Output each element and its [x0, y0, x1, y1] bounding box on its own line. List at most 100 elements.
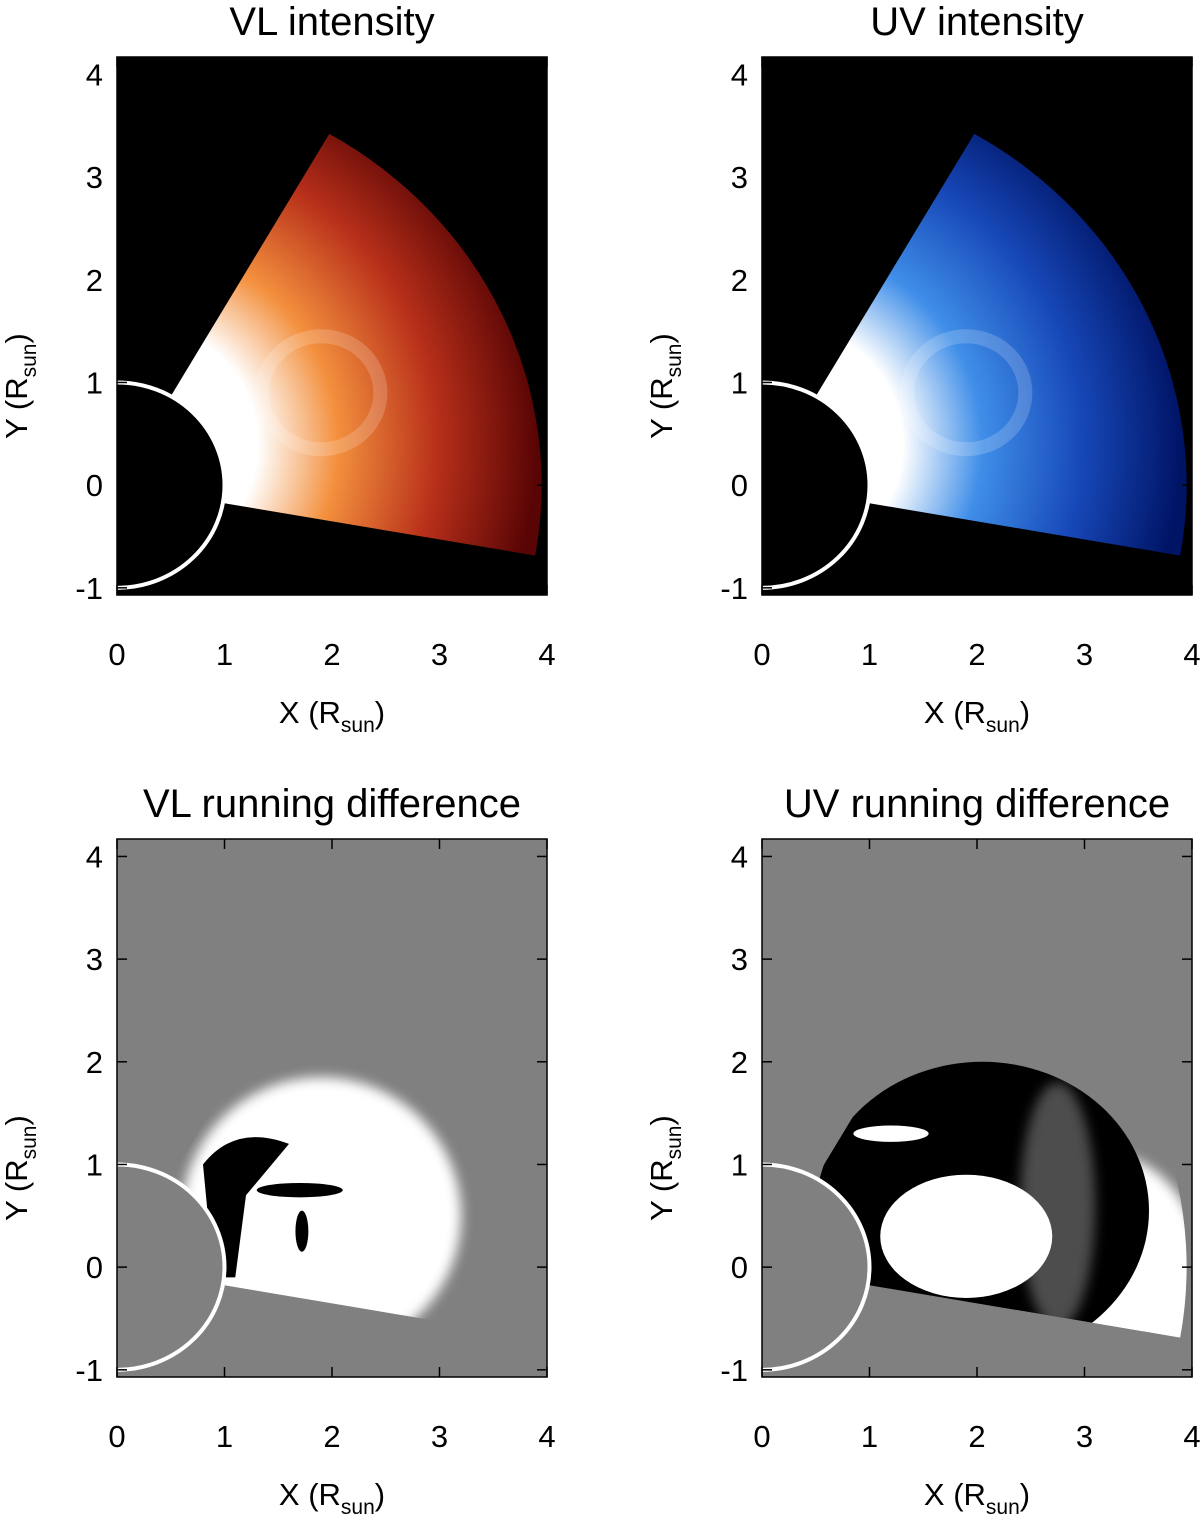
y-axis-label-subscript: sun [18, 1126, 41, 1160]
x-tick-label: 4 [1183, 1419, 1200, 1454]
x-tick-label: 4 [538, 1419, 555, 1454]
x-tick-label: 3 [1076, 1419, 1093, 1454]
image-area [117, 839, 547, 1377]
y-tick-label: 3 [86, 160, 103, 195]
y-axis-label-part: Y (R [644, 377, 679, 438]
y-tick-label: 3 [731, 942, 748, 977]
difference-region [815, 1061, 1187, 1338]
x-tick-label: 1 [216, 637, 233, 672]
x-axis-label-part: ) [375, 695, 385, 730]
x-axis-label: X (Rsun) [279, 695, 385, 737]
core-dark [256, 1182, 343, 1198]
x-tick-label: 2 [323, 637, 340, 672]
y-tick-label: 1 [86, 365, 103, 400]
x-tick-label: 0 [108, 637, 125, 672]
x-axis-label-subscript: sun [986, 1496, 1020, 1516]
sun-disk [762, 380, 872, 590]
x-axis-label: X (Rsun) [279, 1477, 385, 1516]
x-axis-label-part: X (R [924, 695, 986, 730]
difference-region [181, 1077, 461, 1338]
chart-title: VL intensity [229, 0, 434, 44]
image-area [762, 57, 1192, 595]
image-area [117, 57, 547, 595]
x-axis-label: X (Rsun) [924, 1477, 1030, 1516]
image-area [762, 839, 1192, 1377]
y-tick-label: 2 [86, 263, 103, 298]
y-axis-label: Y (Rsun) [0, 333, 41, 439]
y-tick-label: 3 [86, 942, 103, 977]
x-tick-label: 1 [861, 1419, 878, 1454]
y-tick-label: 4 [731, 57, 748, 92]
emission-sector [170, 133, 542, 556]
x-axis-label-part: ) [1020, 1477, 1030, 1512]
x-axis-label-part: X (R [279, 1477, 341, 1512]
y-axis-label: Y (Rsun) [644, 1115, 686, 1221]
y-axis-label-part: Y (R [0, 1159, 34, 1220]
x-tick-label: 4 [1183, 637, 1200, 672]
y-tick-label: 0 [86, 1250, 103, 1285]
y-tick-label: 4 [86, 57, 103, 92]
x-tick-label: 2 [968, 637, 985, 672]
core-bright [853, 1125, 929, 1142]
y-tick-label: 0 [731, 1250, 748, 1285]
y-axis-label-part: Y (R [644, 1159, 679, 1220]
y-axis-label-part: ) [0, 1115, 34, 1125]
y-axis-label-part: ) [0, 333, 34, 343]
chart-title: UV running difference [784, 782, 1170, 826]
chart-title: VL running difference [143, 782, 521, 826]
y-axis-label-part: Y (R [0, 377, 34, 438]
sun-disk [117, 1162, 227, 1372]
y-tick-label: 1 [86, 1147, 103, 1182]
x-axis-label-part: ) [1020, 695, 1030, 730]
x-tick-label: 0 [753, 637, 770, 672]
x-axis-label-subscript: sun [986, 714, 1020, 737]
x-tick-label: 2 [323, 1419, 340, 1454]
y-tick-label: 3 [731, 160, 748, 195]
x-tick-label: 0 [108, 1419, 125, 1454]
sun-disk [762, 1162, 872, 1372]
y-tick-label: 4 [731, 839, 748, 874]
chart-title: UV intensity [870, 0, 1083, 44]
x-axis-label-subscript: sun [341, 714, 375, 737]
y-tick-label: 0 [731, 468, 748, 503]
x-tick-label: 4 [538, 637, 555, 672]
y-axis-label-subscript: sun [663, 344, 686, 378]
x-axis-label-part: X (R [279, 695, 341, 730]
sun-disk [117, 380, 227, 590]
y-tick-label: -1 [720, 1353, 748, 1388]
y-tick-label: 1 [731, 365, 748, 400]
y-tick-label: 1 [731, 1147, 748, 1182]
y-tick-label: -1 [720, 571, 748, 606]
x-axis-label: X (Rsun) [924, 695, 1030, 737]
core-dark [295, 1210, 309, 1252]
core-dark [203, 1137, 289, 1278]
x-tick-label: 3 [431, 637, 448, 672]
x-tick-label: 1 [861, 637, 878, 672]
y-tick-label: -1 [75, 571, 103, 606]
x-tick-label: 3 [1076, 637, 1093, 672]
cme-loop [255, 329, 388, 457]
x-tick-label: 0 [753, 1419, 770, 1454]
y-axis-label-part: ) [644, 1115, 679, 1125]
y-axis-label-subscript: sun [663, 1126, 686, 1160]
y-axis-label: Y (Rsun) [0, 1115, 41, 1221]
x-tick-label: 1 [216, 1419, 233, 1454]
y-tick-label: 2 [86, 1045, 103, 1080]
core-bright [880, 1174, 1053, 1298]
y-tick-label: 2 [731, 263, 748, 298]
y-tick-label: -1 [75, 1353, 103, 1388]
y-axis-label-part: ) [644, 333, 679, 343]
y-axis-label-subscript: sun [18, 344, 41, 378]
x-axis-label-subscript: sun [341, 1496, 375, 1516]
emission-sector [815, 133, 1187, 556]
cme-loop [900, 329, 1033, 457]
y-tick-label: 4 [86, 839, 103, 874]
x-tick-label: 2 [968, 1419, 985, 1454]
y-axis-label: Y (Rsun) [644, 333, 686, 439]
x-axis-label-part: X (R [924, 1477, 986, 1512]
